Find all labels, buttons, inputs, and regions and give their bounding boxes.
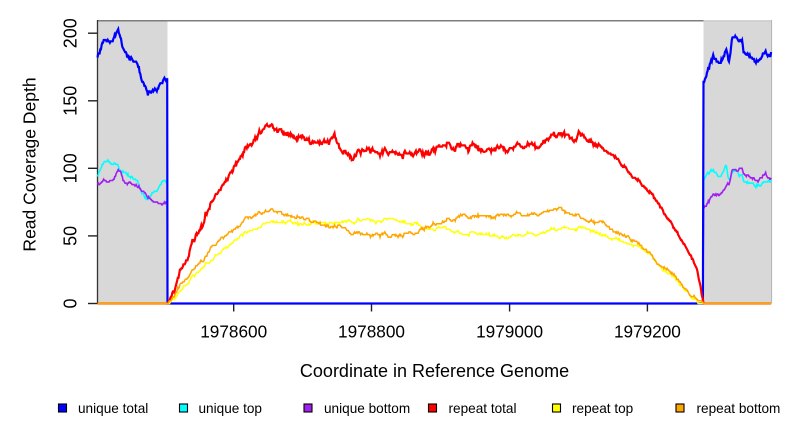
svg-text:100: 100: [61, 153, 81, 183]
svg-text:unique total: unique total: [78, 401, 148, 416]
svg-text:1979000: 1979000: [476, 322, 543, 342]
svg-text:0: 0: [61, 298, 81, 308]
svg-text:150: 150: [61, 86, 81, 116]
svg-text:repeat total: repeat total: [449, 401, 517, 416]
svg-text:repeat bottom: repeat bottom: [697, 401, 781, 416]
svg-text:1978600: 1978600: [200, 322, 267, 342]
svg-text:repeat top: repeat top: [572, 401, 633, 416]
svg-text:Read Coverage Depth: Read Coverage Depth: [20, 77, 40, 251]
svg-text:Coordinate in Reference Genome: Coordinate in Reference Genome: [300, 361, 569, 381]
svg-text:unique bottom: unique bottom: [324, 401, 410, 416]
svg-text:1979200: 1979200: [614, 322, 681, 342]
svg-text:200: 200: [61, 18, 81, 48]
svg-text:1978800: 1978800: [338, 322, 405, 342]
svg-text:unique top: unique top: [199, 401, 263, 416]
svg-text:50: 50: [61, 226, 81, 246]
